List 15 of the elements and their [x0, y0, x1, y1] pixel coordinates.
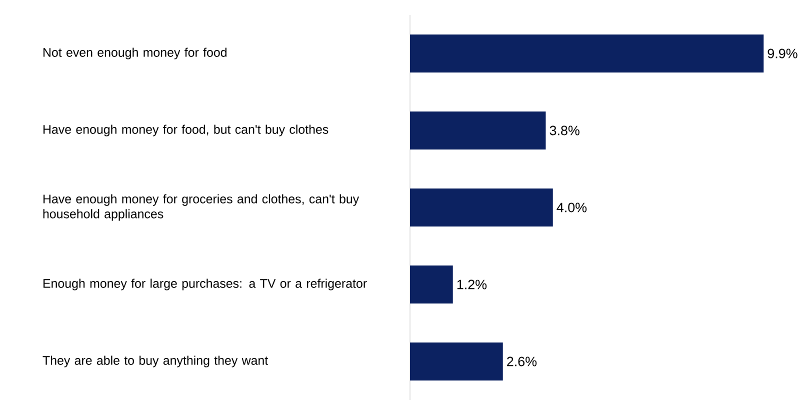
data-label: 1.2%	[457, 280, 487, 290]
y-tick-label: Not even enough money for food	[43, 48, 226, 60]
bar	[410, 34, 764, 73]
y-tick-label: Have enough money for food, but can't buy clothes	[43, 124, 328, 136]
y-tick-label: Have enough money for groceries and clothes, can't buy household appliances	[43, 194, 360, 221]
data-label: 9.9%	[768, 48, 798, 58]
data-label: 2.6%	[507, 356, 537, 366]
y-tick-label: Enough money for large purchases: a TV or a refrigerator	[43, 278, 367, 290]
bar	[410, 266, 453, 304]
y-tick-label: They are able to buy anything they want	[42, 356, 268, 368]
data-label: 4.0%	[556, 202, 587, 212]
bar	[410, 342, 503, 381]
data-label: 3.8%	[550, 126, 580, 136]
bar	[410, 112, 546, 150]
bar	[410, 188, 553, 227]
